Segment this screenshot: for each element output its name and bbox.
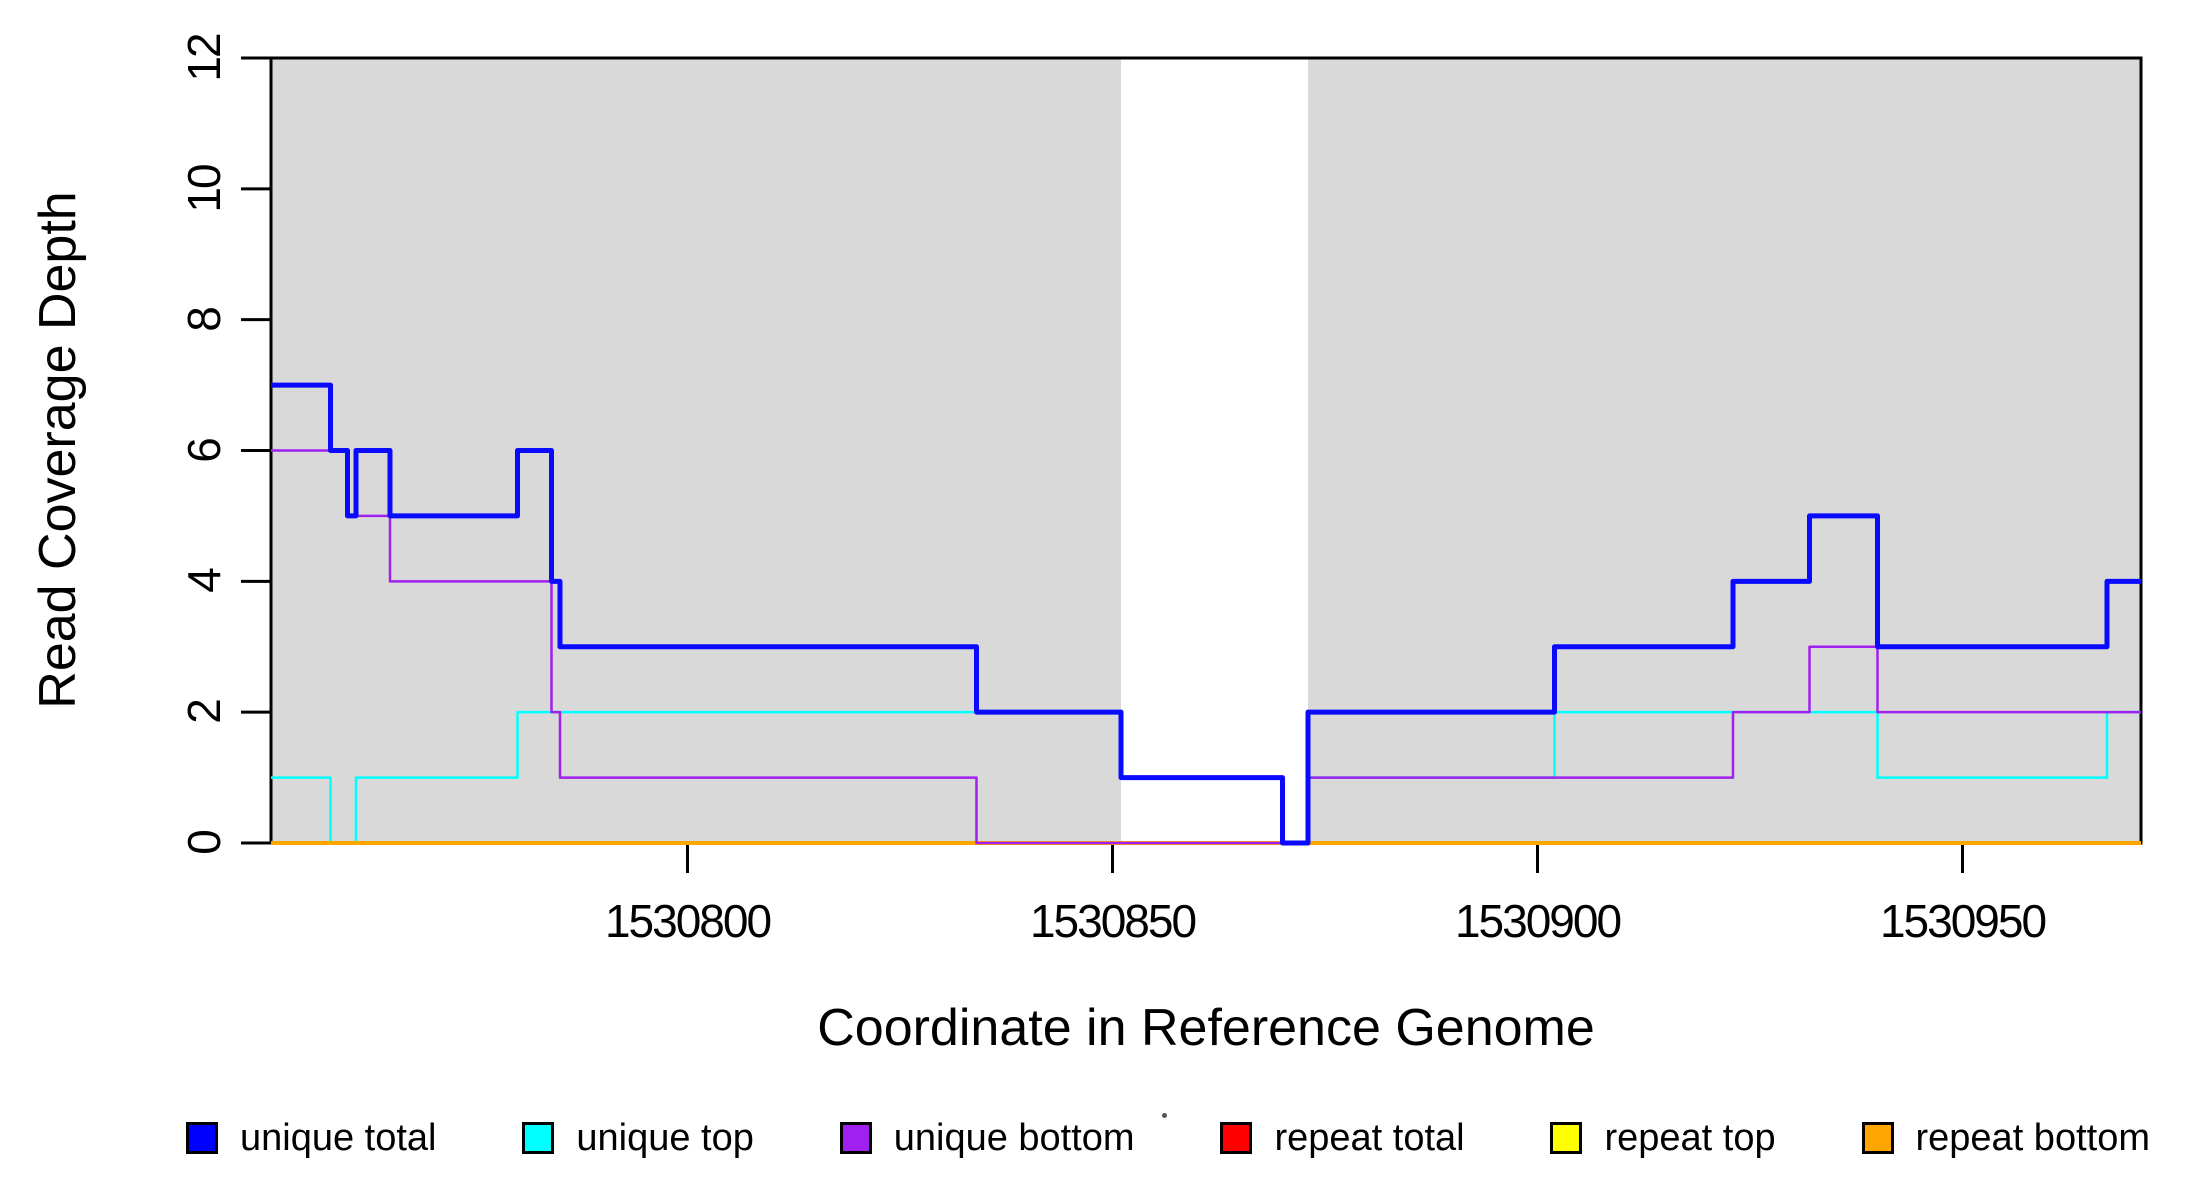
masked-region [271,58,1121,843]
y-axis-title: Read Coverage Depth [29,191,87,709]
masked-region [1308,58,2141,843]
legend-label: repeat top [1604,1116,1776,1159]
legend-swatch-repeat_bottom [1861,1122,1894,1154]
legend-item-unique_top: unique top [522,1117,754,1160]
legend-item-unique_bottom: unique bottom [839,1116,1135,1160]
legend-label: unique top [576,1116,754,1159]
legend-item-unique_total: unique total [186,1117,437,1160]
legend-swatch-unique_bottom [839,1122,872,1154]
legend-label: repeat bottom [1915,1116,2150,1159]
stray-mark [1162,1113,1167,1118]
series-unique_total [271,382,2141,846]
legend-item-repeat_total: repeat total [1220,1116,1465,1160]
legend: unique total unique top unique bottom repea… [186,1116,2150,1160]
legend-item-repeat_top: repeat top [1550,1116,1776,1160]
legend-swatch-unique_total [186,1122,218,1154]
legend-label: unique total [240,1116,437,1159]
legend-label: unique bottom [893,1116,1135,1159]
legend-swatch-repeat_total [1220,1122,1253,1154]
legend-swatch-repeat_top [1550,1122,1583,1154]
legend-swatch-unique_top [522,1122,555,1154]
series-unique_bottom [271,449,2141,845]
legend-item-repeat_bottom: repeat bottom [1861,1116,2150,1160]
x-axis-title: Coordinate in Reference Genome [817,999,1595,1057]
legend-label: repeat total [1274,1116,1465,1159]
